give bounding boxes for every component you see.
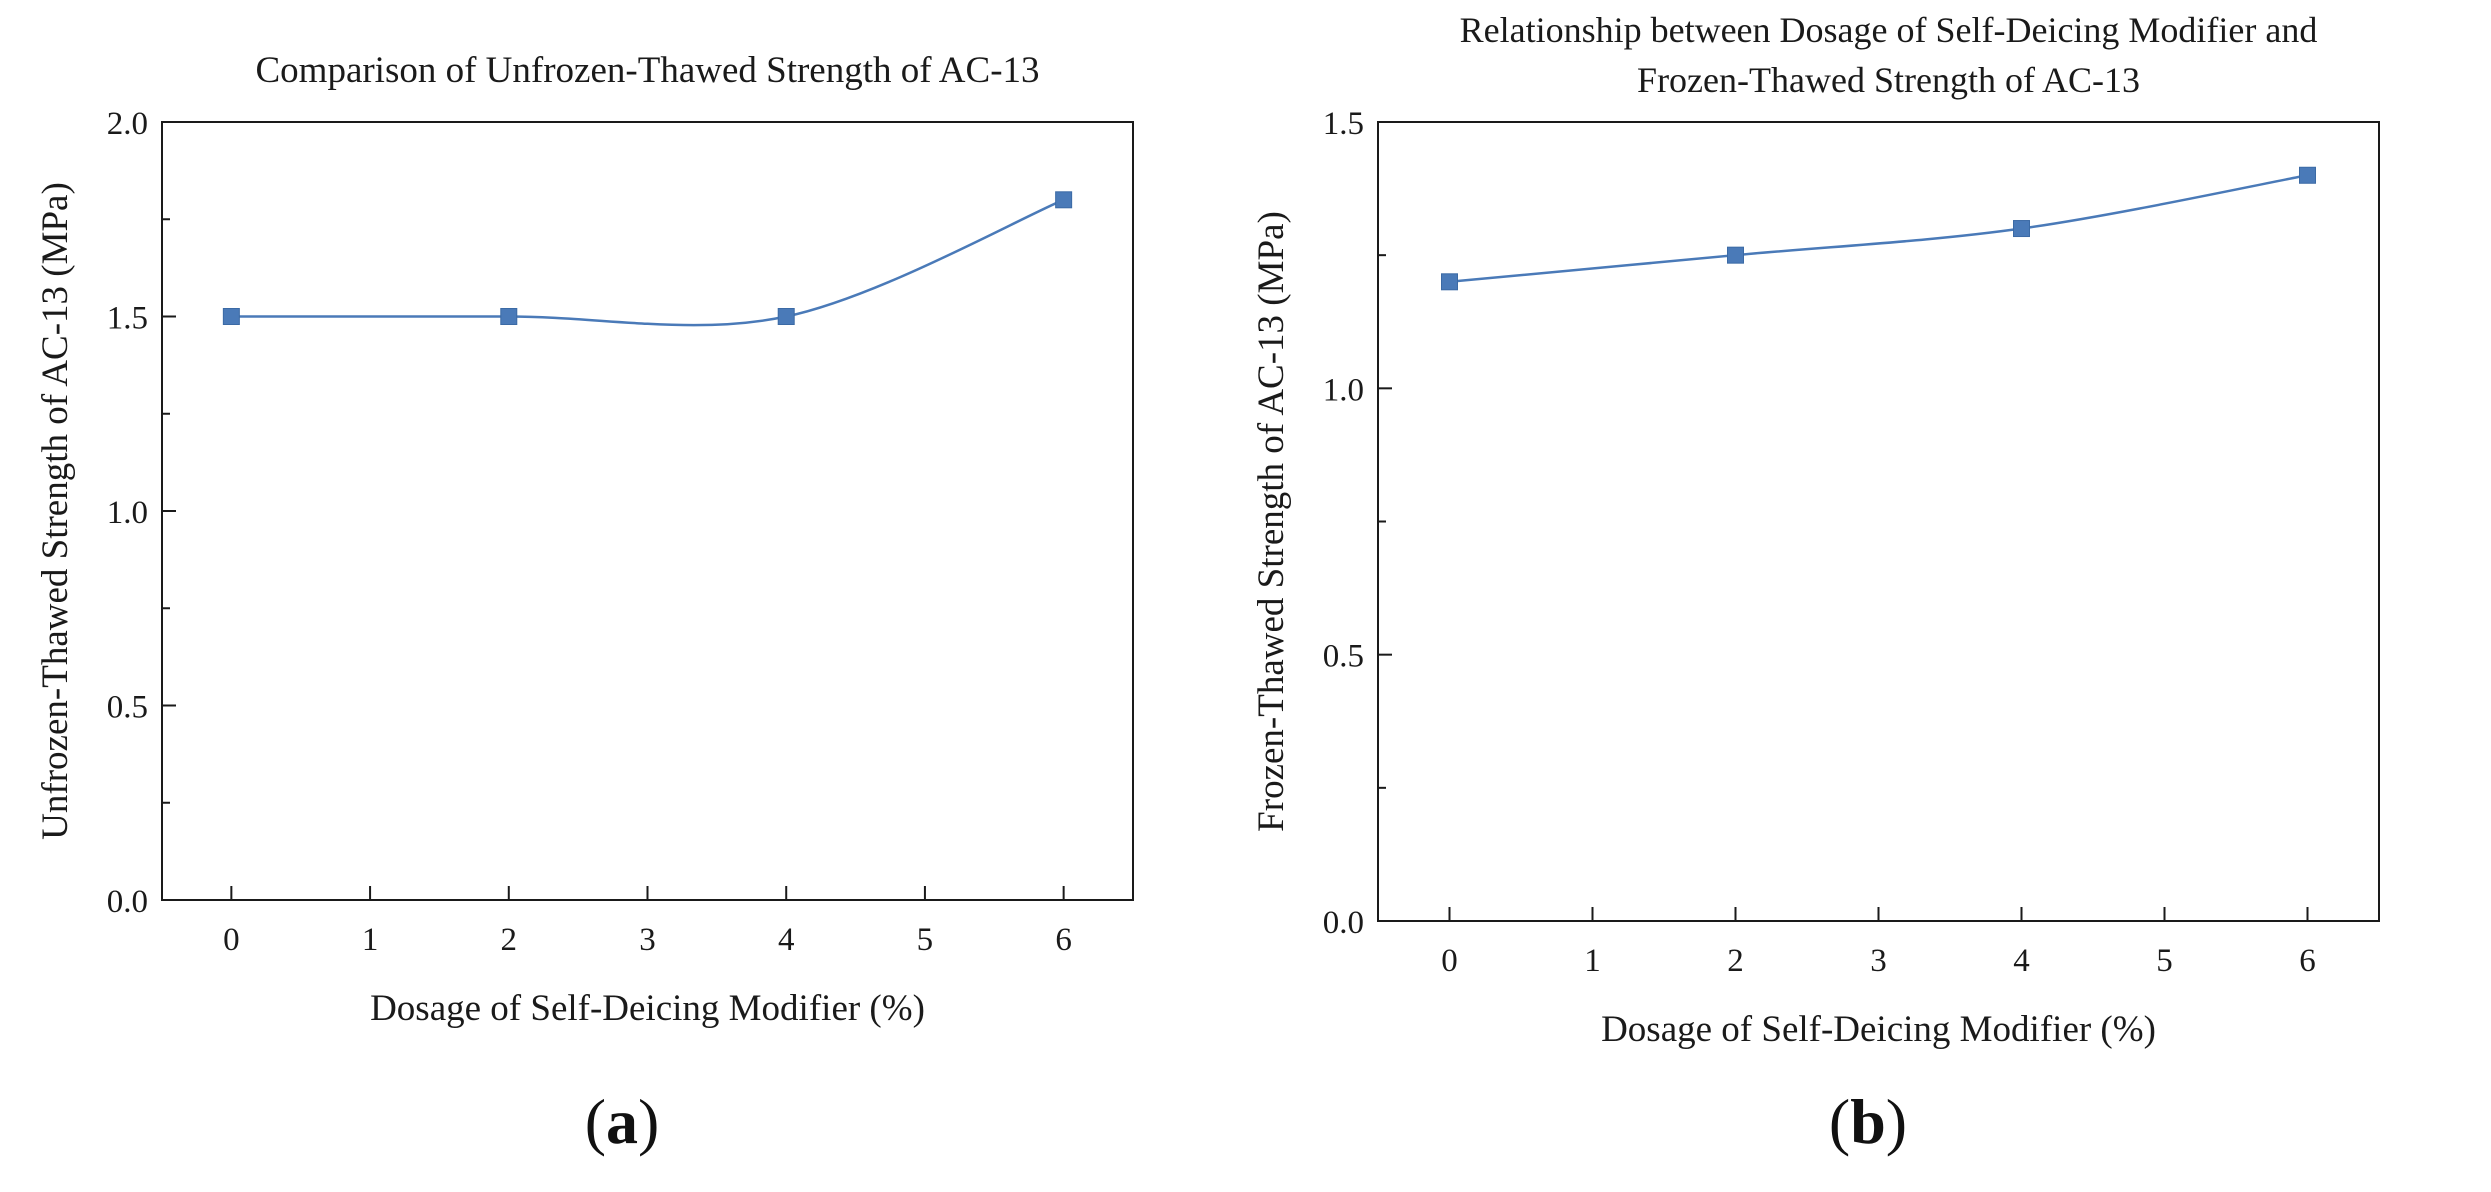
caption-a-letter: a (606, 1086, 638, 1157)
y-tick-label: 1.0 (107, 495, 148, 531)
x-axis-label: Dosage of Self-Deicing Modifier (%) (370, 988, 925, 1029)
x-tick-label: 3 (1870, 943, 1887, 979)
plot-frame (1377, 121, 2380, 922)
y-tick-label: 0.5 (1323, 639, 1364, 675)
x-tick-label: 5 (2156, 943, 2173, 979)
x-tick-label: 2 (501, 922, 518, 958)
y-tick-label: 1.5 (107, 301, 148, 337)
chart-b: Relationship between Dosage of Self-Deic… (1251, 10, 2380, 1050)
series-line (1449, 174, 2308, 284)
data-point-marker (2299, 166, 2316, 184)
y-tick-label: 0.5 (107, 690, 148, 726)
chart-panel-b: Relationship between Dosage of Self-Deic… (1245, 0, 2491, 1187)
x-tick-label: 2 (1727, 943, 1744, 979)
chart-a: Comparison of Unfrozen-Thawed Strength o… (35, 50, 1134, 1029)
caption-a: (a) (584, 1086, 660, 1157)
x-tick-label: 5 (917, 922, 934, 958)
x-tick-label: 3 (639, 922, 656, 958)
y-tick-label: 1.5 (1323, 106, 1364, 142)
data-point-marker (777, 308, 795, 325)
x-tick-label: 1 (362, 922, 379, 958)
chart-title-line: Frozen-Thawed Strength of AC-13 (1637, 60, 2140, 100)
plot-frame (161, 121, 1134, 901)
chart-title: Comparison of Unfrozen-Thawed Strength o… (255, 50, 1039, 91)
x-tick-label: 4 (2013, 943, 2030, 979)
x-tick-label: 6 (1055, 922, 1072, 958)
data-point-marker (1055, 191, 1073, 209)
x-tick-label: 4 (778, 922, 795, 958)
data-point-marker (2013, 220, 2030, 238)
y-tick-label: 0.0 (107, 884, 148, 920)
y-tick-label: 1.0 (1323, 372, 1364, 408)
data-point-marker (1727, 246, 1744, 264)
y-tick-label: 0.0 (1323, 905, 1364, 941)
y-axis-label: Unfrozen-Thawed Strength of AC-13 (MPa) (35, 182, 76, 840)
y-tick-label: 2.0 (107, 106, 148, 142)
caption-b: (b) (1828, 1086, 1908, 1157)
y-axis-label: Frozen-Thawed Strength of AC-13 (MPa) (1251, 211, 1292, 832)
series-line (231, 198, 1065, 327)
caption-b-letter: b (1850, 1086, 1886, 1157)
x-tick-label: 0 (1441, 943, 1458, 979)
x-tick-label: 1 (1584, 943, 1601, 979)
chart-title-line: Relationship between Dosage of Self-Deic… (1460, 10, 2318, 50)
x-tick-label: 6 (2299, 943, 2316, 979)
data-point-marker (1441, 273, 1458, 291)
data-point-marker (500, 308, 518, 325)
x-tick-label: 0 (223, 922, 240, 958)
chart-panel-a: Comparison of Unfrozen-Thawed Strength o… (0, 0, 1245, 1187)
data-point-marker (222, 308, 240, 325)
x-axis-label: Dosage of Self-Deicing Modifier (%) (1601, 1009, 2156, 1050)
